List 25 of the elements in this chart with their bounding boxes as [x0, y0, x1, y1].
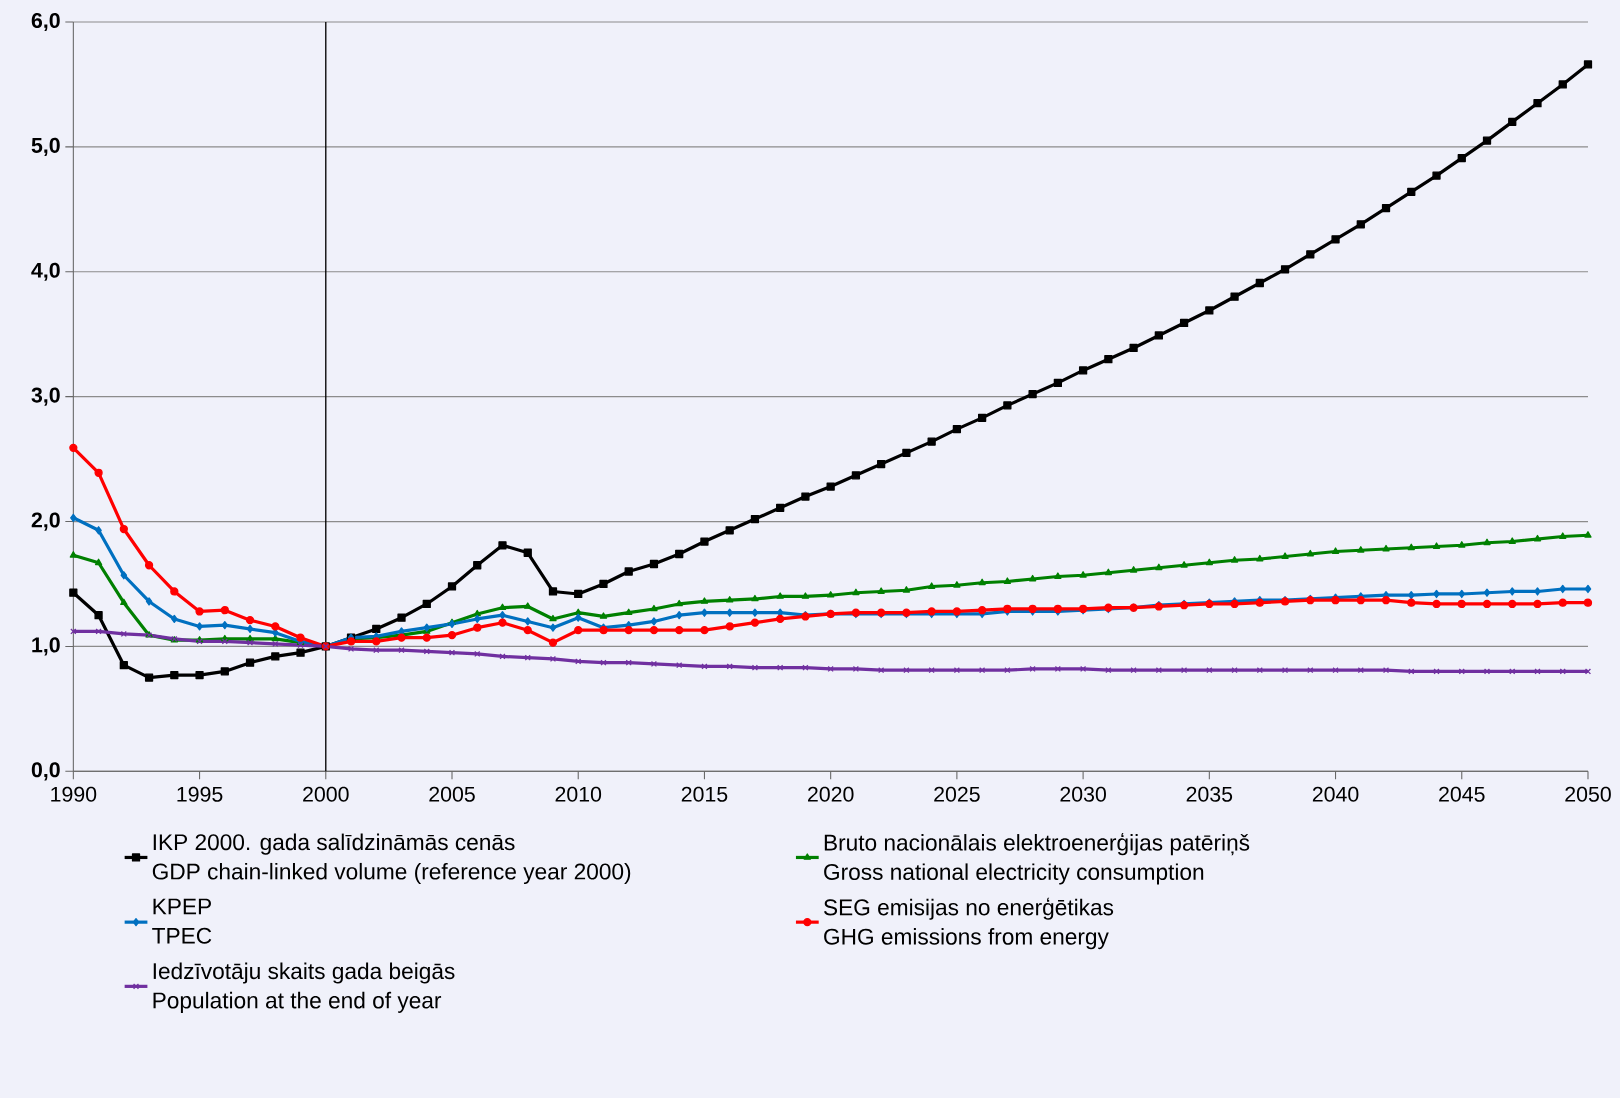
- y-tick-label: 4,0: [31, 262, 60, 281]
- y-tick-label: 1,0: [32, 637, 60, 656]
- x-tick-label: 2030: [1060, 786, 1106, 802]
- x-tick-label: 1990: [51, 786, 97, 802]
- x-tick-label: 1995: [177, 786, 223, 802]
- x-tick-label: 2005: [429, 786, 475, 802]
- legend-label: IKP 2000. gada salīdzināmās cenās GDP chain-linked volume (reference year 2000): [152, 833, 631, 885]
- y-tick-label: 6,0: [31, 12, 60, 32]
- legend-label: Bruto nacionālais elektroenerģijas patēriņš Gross national electricity consumption: [824, 833, 1250, 885]
- legend-label: SEG emisijas no enerģētikas GHG emissions from energy: [824, 897, 1114, 950]
- x-tick-label: 2050: [1565, 786, 1611, 802]
- legend-label: KPEP TPEC: [152, 898, 212, 944]
- x-tick-label: 2040: [1312, 786, 1359, 802]
- y-tick-label: 5,0: [31, 137, 60, 156]
- x-tick-label: 2020: [808, 786, 854, 802]
- legend-label: Iedzīvotāju skaits gada beigās Population at the end of year: [153, 962, 455, 1013]
- x-tick-label: 2000: [303, 786, 349, 802]
- y-tick-label: 0,0: [31, 762, 60, 781]
- x-tick-label: 2025: [934, 786, 980, 802]
- x-tick-label: 2035: [1186, 786, 1233, 802]
- x-tick-label: 2045: [1439, 786, 1485, 802]
- x-tick-label: 2015: [681, 786, 728, 802]
- x-tick-label: 2010: [555, 786, 602, 802]
- y-tick-label: 2,0: [31, 512, 60, 531]
- y-tick-label: 3,0: [31, 387, 60, 406]
